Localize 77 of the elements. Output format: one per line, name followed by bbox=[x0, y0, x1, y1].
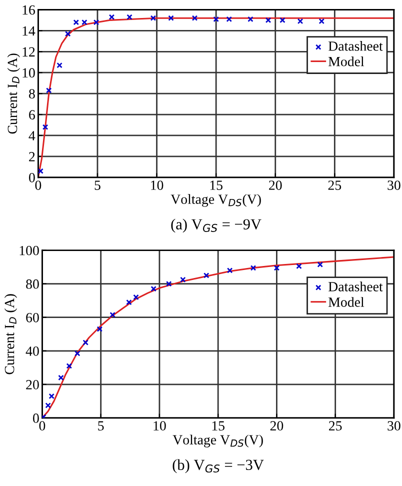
x-tick-label: 15 bbox=[212, 421, 224, 431]
point bbox=[82, 340, 88, 346]
x-tick-label: 30 bbox=[388, 180, 400, 190]
x-tick-label: 5 bbox=[98, 421, 104, 431]
point bbox=[82, 19, 88, 26]
point bbox=[226, 16, 232, 22]
y-tick-label: 14 bbox=[22, 26, 36, 36]
text: (a) V$_{GS}$ = −9V bbox=[171, 218, 262, 233]
point bbox=[58, 374, 64, 381]
point bbox=[192, 15, 198, 21]
x-tick-label: 25 bbox=[329, 421, 342, 431]
y-tick-label: 2 bbox=[29, 152, 35, 162]
point bbox=[66, 363, 72, 369]
x-axis-title: Voltage V$_{DS}$(V) bbox=[170, 194, 261, 207]
point bbox=[133, 294, 139, 300]
point bbox=[74, 350, 80, 356]
y-axis-title: Current I$_{D}$ (A) bbox=[7, 54, 20, 134]
point bbox=[93, 19, 100, 26]
point bbox=[45, 402, 51, 408]
x-tick-label: 20 bbox=[269, 180, 282, 190]
y-tick-label: 0 bbox=[28, 172, 35, 182]
text: (b) V$_{GS}$ = −3V bbox=[172, 459, 264, 474]
point bbox=[126, 14, 132, 20]
y-axis-title: Current I$_{D}$ (A) bbox=[4, 294, 18, 374]
x-tick-label: 5 bbox=[94, 180, 100, 190]
y-tick-label: 4 bbox=[28, 131, 36, 140]
point bbox=[48, 393, 54, 400]
point bbox=[168, 15, 174, 21]
point bbox=[46, 88, 52, 94]
x-tick-label: 0 bbox=[39, 421, 46, 431]
legend-label: Datasheet bbox=[328, 282, 383, 292]
point bbox=[56, 62, 62, 68]
point bbox=[96, 326, 103, 332]
point bbox=[38, 168, 44, 174]
x-tick-label: 10 bbox=[151, 180, 164, 190]
legend-label: Datasheet bbox=[328, 41, 383, 51]
x-axis-title: Voltage V$_{DS}$(V) bbox=[172, 434, 263, 448]
y-tick-label: 0 bbox=[33, 414, 39, 423]
point bbox=[126, 299, 132, 306]
y-tick-label: 40 bbox=[26, 346, 39, 356]
x-tick-label: 20 bbox=[270, 421, 284, 431]
y-tick-label: 6 bbox=[29, 110, 35, 120]
point bbox=[150, 15, 156, 21]
point bbox=[297, 18, 304, 24]
y-tick-label: 16 bbox=[22, 5, 35, 15]
x-tick-label: 10 bbox=[154, 421, 166, 431]
point bbox=[110, 312, 116, 318]
y-tick-label: 8 bbox=[28, 89, 35, 99]
point bbox=[226, 268, 233, 274]
point bbox=[203, 272, 210, 278]
y-tick-label: 10 bbox=[22, 68, 35, 78]
x-tick-label: 15 bbox=[210, 180, 222, 190]
y-tick-label: 12 bbox=[22, 47, 35, 56]
legend-label: Model bbox=[328, 297, 364, 307]
point bbox=[248, 16, 254, 22]
point bbox=[318, 18, 325, 24]
y-tick-label: 20 bbox=[26, 380, 39, 390]
point bbox=[265, 17, 272, 24]
point bbox=[180, 276, 186, 283]
y-tick-label: 60 bbox=[26, 312, 39, 322]
point bbox=[108, 14, 115, 20]
legend-label: Model bbox=[328, 56, 364, 66]
point bbox=[42, 124, 48, 130]
point bbox=[250, 265, 256, 271]
point bbox=[150, 286, 156, 292]
point bbox=[296, 263, 302, 270]
point bbox=[64, 30, 71, 37]
point bbox=[274, 265, 280, 271]
point bbox=[166, 280, 172, 287]
point bbox=[280, 17, 286, 24]
x-tick-label: 25 bbox=[328, 180, 342, 190]
point bbox=[213, 16, 219, 22]
point bbox=[73, 19, 80, 26]
y-tick-label: 100 bbox=[20, 246, 39, 256]
point bbox=[317, 262, 323, 268]
y-tick-label: 80 bbox=[26, 279, 39, 289]
x-tick-label: 30 bbox=[388, 421, 400, 431]
